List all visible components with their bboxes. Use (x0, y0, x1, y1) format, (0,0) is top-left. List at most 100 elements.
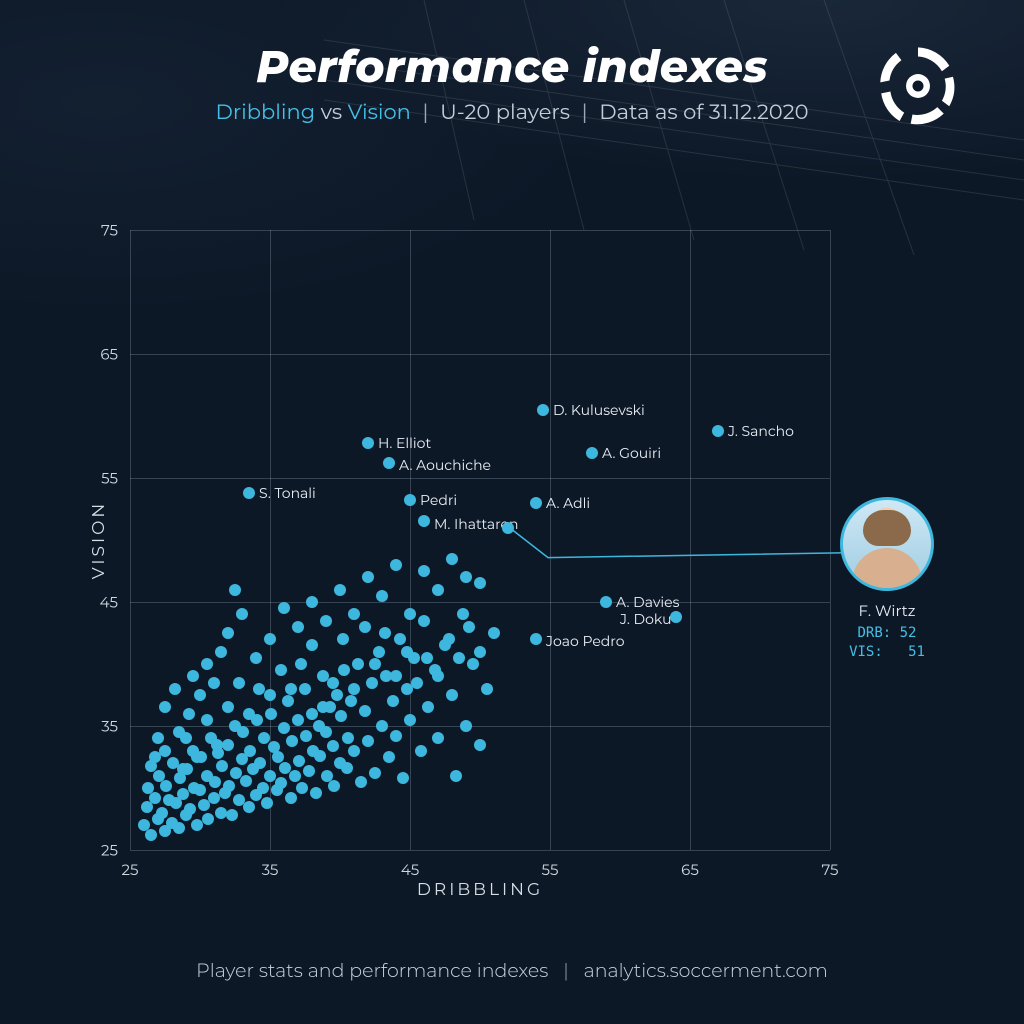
y-axis-label: VISION (89, 501, 109, 579)
data-point (345, 695, 357, 707)
data-point (373, 646, 385, 658)
brand-logo-icon (872, 40, 964, 132)
plot-area: 253545556575253545556575S. TonaliH. Elli… (130, 230, 830, 850)
data-point (383, 751, 395, 763)
data-point (299, 683, 311, 695)
data-point (450, 770, 462, 782)
gridline-horizontal (130, 850, 830, 851)
gridline-horizontal (130, 478, 830, 479)
y-tick-label: 75 (101, 221, 118, 240)
data-point (474, 739, 486, 751)
filter-label: U-20 players (440, 100, 570, 125)
data-point (202, 813, 214, 825)
gridline-vertical (270, 230, 271, 850)
data-point (320, 615, 332, 627)
labeled-data-point (404, 494, 416, 506)
data-point (222, 739, 234, 751)
data-point (226, 809, 238, 821)
gridline-horizontal (130, 602, 830, 603)
data-point (191, 819, 203, 831)
point-label: J. Doku (620, 610, 672, 628)
data-point (460, 720, 472, 732)
data-point (460, 571, 472, 583)
data-point (390, 670, 402, 682)
data-point (397, 772, 409, 784)
data-point (341, 762, 353, 774)
separator: | (582, 100, 588, 125)
data-point (261, 797, 273, 809)
labeled-data-point (362, 437, 374, 449)
data-point (348, 608, 360, 620)
data-point (432, 670, 444, 682)
data-point (390, 730, 402, 742)
gridline-vertical (410, 230, 411, 850)
vs-label: vs (321, 100, 343, 125)
data-point (320, 726, 332, 738)
y-tick-label: 35 (101, 717, 118, 736)
data-point (306, 596, 318, 608)
data-point (169, 683, 181, 695)
data-point (216, 760, 228, 772)
labeled-data-point (530, 633, 542, 645)
data-point (317, 701, 329, 713)
footer-text-a: Player stats and performance indexes (196, 959, 548, 982)
data-point (474, 577, 486, 589)
data-point (394, 633, 406, 645)
data-point (187, 670, 199, 682)
data-point (243, 801, 255, 813)
data-point (159, 701, 171, 713)
data-point (306, 639, 318, 651)
data-point (366, 677, 378, 689)
data-point (264, 689, 276, 701)
gridline-horizontal (130, 230, 830, 231)
data-point (149, 751, 161, 763)
player-callout: F. Wirtz DRB: 52 VIS: 51 (840, 497, 934, 660)
data-point (376, 720, 388, 732)
data-point (328, 780, 340, 792)
data-point (443, 633, 455, 645)
data-point (453, 652, 465, 664)
y-tick-label: 55 (101, 469, 118, 488)
data-point (292, 621, 304, 633)
data-point (275, 777, 287, 789)
highlight-data-point (502, 522, 514, 534)
data-point (215, 807, 227, 819)
data-point (184, 803, 196, 815)
data-point (257, 782, 269, 794)
data-point (285, 683, 297, 695)
data-point (208, 677, 220, 689)
data-point (278, 602, 290, 614)
data-point (401, 646, 413, 658)
data-point (282, 695, 294, 707)
data-point (379, 627, 391, 639)
data-point (177, 763, 189, 775)
separator: | (563, 959, 569, 982)
point-label: J. Sancho (728, 422, 794, 440)
data-point (183, 708, 195, 720)
data-point (338, 664, 350, 676)
data-point (342, 732, 354, 744)
data-point (201, 714, 213, 726)
labeled-data-point (418, 515, 430, 527)
data-point (149, 792, 161, 804)
data-point (387, 695, 399, 707)
gridline-vertical (830, 230, 831, 850)
data-point (376, 590, 388, 602)
data-point (467, 658, 479, 670)
point-label: A. Davies (616, 593, 679, 611)
data-point (275, 664, 287, 676)
data-point (327, 740, 339, 752)
data-point (418, 615, 430, 627)
data-point (446, 553, 458, 565)
data-point (264, 770, 276, 782)
data-point (337, 633, 349, 645)
data-point (194, 784, 206, 796)
data-point (201, 658, 213, 670)
point-label: S. Tonali (259, 484, 316, 502)
data-point (233, 677, 245, 689)
footer: Player stats and performance indexes | a… (0, 959, 1024, 982)
x-tick-label: 65 (681, 860, 699, 879)
data-point (296, 782, 308, 794)
data-point (306, 708, 318, 720)
data-point (404, 714, 416, 726)
